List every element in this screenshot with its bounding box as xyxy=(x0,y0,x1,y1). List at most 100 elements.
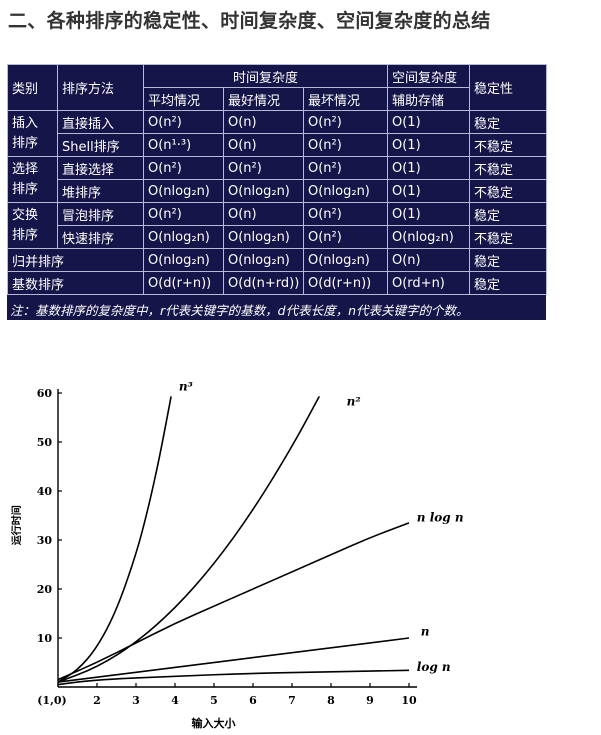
cell-category: 归并排序 xyxy=(7,248,144,272)
cell-worst: O(d(r+n)) xyxy=(303,271,388,295)
x-tick-label: 8 xyxy=(327,694,335,707)
cell-best: O(n) xyxy=(223,133,304,157)
cell-stable: 稳定 xyxy=(469,110,547,134)
cell-stable: 稳定 xyxy=(469,271,547,295)
cell-space: O(1) xyxy=(387,110,470,134)
cell-space: O(1) xyxy=(387,202,470,226)
header-best: 最好情况 xyxy=(223,87,304,111)
cell-worst: O(n²) xyxy=(303,202,388,226)
x-tick-label: 10 xyxy=(401,694,417,707)
cell-stable: 不稳定 xyxy=(469,156,547,180)
cell-stable: 稳定 xyxy=(469,248,547,272)
y-axis-label: 运行时间 xyxy=(10,505,23,545)
header-time-complexity: 时间复杂度 xyxy=(143,64,388,88)
x-tick-label: 4 xyxy=(171,694,179,707)
table-row: 插入 排序 直接插入 O(n²) O(n) O(n²) O(1) 稳定 xyxy=(7,110,547,157)
table-row: 选择 排序 直接选择 O(n²) O(n²) O(n²) O(1) 不稳定 xyxy=(7,156,547,203)
series-line-1 xyxy=(57,396,321,683)
y-tick-label: 10 xyxy=(37,632,53,645)
header-method: 排序方法 xyxy=(57,64,144,111)
cell-stable: 稳定 xyxy=(469,202,547,226)
cell-best: O(n²) xyxy=(223,156,304,180)
page-heading: 二、各种排序的稳定性、时间复杂度、空间复杂度的总结 xyxy=(8,10,491,32)
table-row: 归并排序 O(nlog₂n) O(nlog₂n) O(nlog₂n) O(n) 稳定 xyxy=(7,248,547,272)
cell-space: O(n) xyxy=(387,248,470,272)
cell-method: 快速排序 xyxy=(57,225,144,249)
cell-worst: O(nlog₂n) xyxy=(303,248,388,272)
cell-space: O(1) xyxy=(387,179,470,203)
cell-space: O(nlog₂n) xyxy=(387,225,470,249)
series-label: n³ xyxy=(179,380,193,394)
header-stability: 稳定性 xyxy=(469,64,547,111)
y-tick-label: 20 xyxy=(37,583,53,596)
table-row: 基数排序 O(d(r+n)) O(d(n+rd)) O(d(r+n)) O(rd+n) 稳… xyxy=(7,271,547,295)
x-tick-label: 2 xyxy=(93,694,101,707)
cell-worst: O(n²) xyxy=(303,110,388,134)
cell-stable: 不稳定 xyxy=(469,133,547,157)
complexity-chart: (1,0) 2 3 4 5 6 7 8 9 10 10 20 30 40 50 60 输入大小 运行时间 n³ n² n… xyxy=(0,380,470,730)
cell-best: O(nlog₂n) xyxy=(223,248,304,272)
x-tick-label: 7 xyxy=(288,694,296,707)
cell-category: 交换 排序 xyxy=(7,202,58,249)
y-tick-label: 30 xyxy=(37,534,53,547)
complexity-chart-svg: (1,0) 2 3 4 5 6 7 8 9 10 10 20 30 40 50 60 输入大小 运行时间 n³ n² n… xyxy=(10,380,464,730)
x-tick-label: (1,0) xyxy=(37,694,67,707)
x-tick-label: 9 xyxy=(366,694,374,707)
cell-method: 冒泡排序 xyxy=(57,202,144,226)
x-axis-label: 输入大小 xyxy=(192,716,236,730)
series-label: log n xyxy=(417,660,451,674)
x-tick-label: 3 xyxy=(132,694,140,707)
table-row: 交换 排序 冒泡排序 O(n²) O(n) O(n²) O(1) 稳定 xyxy=(7,202,547,249)
cell-worst: O(n²) xyxy=(303,225,388,249)
y-tick-label: 60 xyxy=(37,387,53,400)
header-space-complexity: 空间复杂度 xyxy=(387,64,470,88)
series-line-4 xyxy=(57,669,410,686)
cell-category: 基数排序 xyxy=(7,271,144,295)
cell-avg: O(n¹·³) xyxy=(143,133,224,157)
cell-stable: 不稳定 xyxy=(469,179,547,203)
x-tick-label: 5 xyxy=(210,694,218,707)
table-row: Shell排序 O(n¹·³) O(n) O(n²) O(1) 不稳定 xyxy=(8,133,547,157)
cell-best: O(n) xyxy=(223,110,304,134)
cell-worst: O(nlog₂n) xyxy=(303,179,388,203)
header-worst: 最坏情况 xyxy=(303,87,388,111)
cell-space: O(1) xyxy=(387,156,470,180)
series-line-3 xyxy=(57,637,410,683)
x-tick-label: 6 xyxy=(249,694,257,707)
cell-worst: O(n²) xyxy=(303,133,388,157)
series-label: n xyxy=(421,625,430,639)
series-label: n² xyxy=(347,394,361,408)
table-row: 快速排序 O(nlog₂n) O(nlog₂n) O(n²) O(nlog₂n) 不稳定 xyxy=(8,225,547,249)
cell-avg: O(nlog₂n) xyxy=(143,179,224,203)
cell-best: O(nlog₂n) xyxy=(223,225,304,249)
cell-best: O(n) xyxy=(223,202,304,226)
cell-method: 堆排序 xyxy=(57,179,144,203)
header-category: 类别 xyxy=(7,64,58,111)
sort-complexity-table: 类别 排序方法 时间复杂度 空间复杂度 稳定性 平均情况 最好情况 最坏情况 辅… xyxy=(7,64,547,320)
cell-space: O(1) xyxy=(387,133,470,157)
series-line-2 xyxy=(57,522,410,681)
cell-avg: O(d(r+n)) xyxy=(143,271,224,295)
cell-stable: 不稳定 xyxy=(469,225,547,249)
cell-method: Shell排序 xyxy=(57,133,144,157)
cell-category: 插入 排序 xyxy=(7,110,58,157)
cell-avg: O(n²) xyxy=(143,202,224,226)
series-line-0 xyxy=(57,396,172,683)
cell-method: 直接插入 xyxy=(57,110,144,134)
cell-best: O(nlog₂n) xyxy=(223,179,304,203)
cell-worst: O(n²) xyxy=(303,156,388,180)
cell-space: O(rd+n) xyxy=(387,271,470,295)
table-row: 堆排序 O(nlog₂n) O(nlog₂n) O(nlog₂n) O(1) 不稳定 xyxy=(8,179,547,203)
y-tick-label: 40 xyxy=(37,485,53,498)
cell-avg: O(n²) xyxy=(143,110,224,134)
table-note: 注：基数排序的复杂度中，r代表关键字的基数，d代表长度，n代表关键字的个数。 xyxy=(7,301,546,320)
header-average: 平均情况 xyxy=(143,87,224,111)
cell-avg: O(nlog₂n) xyxy=(143,225,224,249)
header-auxiliary: 辅助存储 xyxy=(387,87,470,111)
series-label: n log n xyxy=(417,510,464,524)
cell-best: O(d(n+rd)) xyxy=(223,271,304,295)
cell-avg: O(nlog₂n) xyxy=(143,248,224,272)
cell-method: 直接选择 xyxy=(57,156,144,180)
cell-avg: O(n²) xyxy=(143,156,224,180)
y-tick-label: 50 xyxy=(37,436,53,449)
